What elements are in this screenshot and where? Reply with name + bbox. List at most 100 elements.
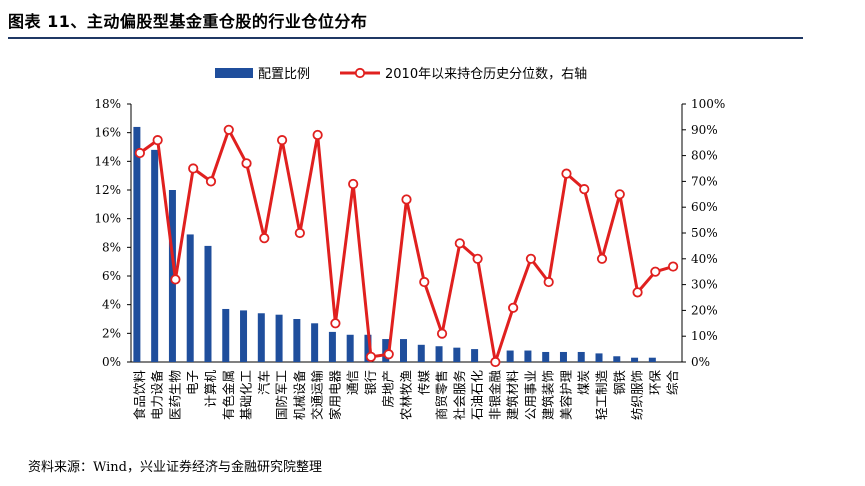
category-label: 食品饮料: [132, 370, 147, 421]
bar: [453, 347, 461, 362]
right-tick-label: 20%: [691, 303, 718, 317]
bar: [133, 126, 141, 362]
category-label: 公用事业: [523, 370, 538, 420]
left-tick-label: 0%: [102, 355, 121, 369]
right-tick-label: 80%: [691, 149, 718, 163]
line-point: [454, 238, 465, 249]
line-point: [543, 276, 554, 288]
line-point: [668, 261, 679, 272]
bar: [595, 353, 603, 362]
bar: [577, 351, 585, 362]
line-point: [294, 227, 305, 239]
line-point: [312, 129, 323, 141]
category-label: 有色金属: [221, 370, 236, 420]
right-tick-label: 50%: [691, 226, 718, 240]
right-tick-label: 0%: [691, 355, 710, 369]
category-label: 传媒: [416, 370, 431, 396]
category-label: 基础化工: [239, 370, 254, 420]
category-label: 银行: [363, 370, 378, 395]
line-point: [525, 253, 537, 264]
line-point: [188, 163, 199, 174]
left-tick-label: 16%: [94, 126, 121, 140]
line-point: [152, 135, 163, 146]
category-label: 综合: [665, 370, 680, 396]
line-point: [365, 351, 377, 362]
category-label: 通信: [345, 370, 360, 395]
bar: [151, 149, 159, 362]
line-point: [134, 147, 145, 159]
line-point: [472, 253, 483, 264]
category-label: 国防军工: [274, 370, 289, 420]
line-point: [170, 274, 181, 285]
left-tick-label: 6%: [102, 269, 121, 283]
bar: [275, 314, 283, 362]
bar: [435, 346, 443, 362]
category-label: 房地产: [381, 370, 396, 408]
left-tick-label: 4%: [102, 298, 121, 312]
bar: [417, 344, 425, 362]
left-tick-label: 2%: [102, 326, 121, 340]
category-label: 石油石化: [470, 370, 485, 421]
bar: [471, 349, 479, 362]
left-axis: 0% 2% 4% 6% 8% 10% 12% 14% 16% 18%: [94, 97, 682, 369]
right-tick-label: 60%: [691, 200, 718, 214]
bar: [613, 356, 621, 362]
line-point: [223, 124, 234, 135]
category-label: 电子: [185, 370, 200, 395]
bar: [240, 310, 248, 362]
legend-bar-swatch: [215, 68, 253, 78]
right-tick-label: 100%: [691, 97, 725, 111]
category-labels: 食品饮料 电力设备 医药生物 电子 计算机 有色金属 基础化工 汽车 国防军工 机械设备 交通运输家…: [132, 370, 680, 421]
line-point: [614, 189, 625, 200]
line-point: [632, 287, 643, 298]
title-rule: [8, 37, 803, 39]
bar: [311, 323, 319, 362]
line-point: [436, 328, 448, 339]
line-point: [259, 233, 270, 244]
category-label: 医药生物: [167, 370, 182, 420]
right-tick-label: 90%: [691, 123, 718, 137]
category-label: 钢铁: [612, 370, 627, 396]
line-point: [205, 176, 217, 187]
line-point: [490, 356, 501, 368]
category-label: 建筑装饰: [541, 370, 556, 420]
category-label: 计算机: [203, 370, 218, 408]
bar: [559, 351, 567, 362]
bar: [204, 245, 212, 362]
bar: [257, 313, 265, 362]
category-label: 纺织服饰: [630, 370, 645, 420]
bar: [186, 234, 194, 362]
bar: [346, 334, 354, 362]
category-label: 电力设备: [150, 370, 165, 421]
category-label: 美容护理: [558, 370, 573, 421]
right-tick-label: 30%: [691, 278, 718, 292]
legend-line-marker: [354, 67, 366, 79]
category-label: 机械设备: [292, 370, 307, 421]
legend-line-label: 2010年以来持仓历史分位数，右轴: [385, 67, 587, 82]
right-axis: 0% 10% 20% 30% 40% 50% 60% 70% 80% 90% 100%: [681, 97, 725, 369]
figure-title: 图表 11、主动偏股型基金重仓股的行业仓位分布: [8, 12, 368, 31]
category-label: 社会服务: [452, 370, 467, 420]
percentile-line: [139, 128, 674, 364]
bar: [400, 339, 407, 362]
left-tick-label: 18%: [94, 97, 121, 111]
bar: [293, 319, 301, 362]
line-point: [561, 168, 572, 179]
line-point: [330, 318, 341, 329]
bar: [542, 351, 550, 362]
line-point: [650, 266, 661, 277]
bar: [328, 331, 336, 362]
bar: [506, 350, 514, 362]
category-label: 环保: [647, 370, 662, 396]
line-point: [401, 194, 412, 205]
right-tick-label: 70%: [691, 174, 718, 188]
legend-bar-label: 配置比例: [258, 67, 310, 82]
line-point: [508, 302, 519, 313]
bar: [364, 334, 372, 362]
category-label: 轻工制造: [594, 370, 609, 421]
category-label: 家用电器: [327, 370, 342, 421]
left-tick-label: 14%: [94, 154, 121, 168]
right-tick-label: 10%: [691, 329, 718, 343]
bar: [524, 350, 532, 362]
